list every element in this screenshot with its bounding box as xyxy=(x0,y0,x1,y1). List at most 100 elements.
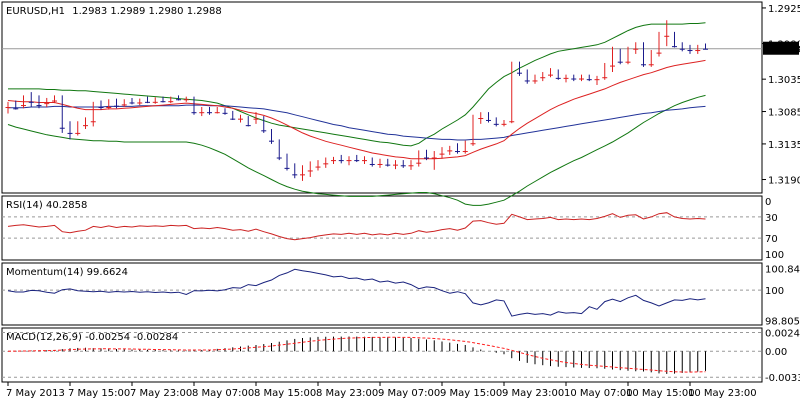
candle-body xyxy=(679,48,685,50)
macd-series xyxy=(7,336,706,374)
candle-body xyxy=(199,112,205,114)
candle-body xyxy=(44,103,50,105)
candle-body xyxy=(230,118,236,120)
time-tick-label: 7 May 23:00 xyxy=(130,388,192,399)
candle-body xyxy=(284,167,290,169)
rsi-tick-label: 70 xyxy=(765,234,778,245)
candle-body xyxy=(28,101,34,103)
candle-body xyxy=(207,112,212,114)
candle-body xyxy=(83,125,88,127)
macd-tick-label: -0.00335 xyxy=(765,373,800,384)
price-pane-title: EURUSD,H1 1.2983 1.2989 1.2980 1.2988 xyxy=(6,6,222,17)
candle-body xyxy=(377,163,383,165)
bollinger-upper-line xyxy=(7,94,706,206)
candle-body xyxy=(586,79,592,81)
candle-body xyxy=(517,72,522,74)
candle-body xyxy=(617,61,623,63)
price-tick-label: 1.3035 xyxy=(768,75,800,86)
time-tick-label: 10 May 07:00 xyxy=(564,388,633,399)
time-tick-label: 10 May 15:00 xyxy=(626,388,695,399)
candle-body xyxy=(253,118,259,120)
candle-body xyxy=(346,160,352,162)
candle-body xyxy=(385,164,391,166)
candle-body xyxy=(532,80,538,82)
candle-body xyxy=(509,121,515,123)
candle-body xyxy=(52,100,57,102)
candle-body xyxy=(424,157,429,159)
candle-body xyxy=(641,64,646,66)
candle-body xyxy=(59,127,65,129)
candle-body xyxy=(75,132,81,134)
time-tick-label: 7 May 15:00 xyxy=(68,388,130,399)
candle-body xyxy=(695,50,701,52)
symbol-label: EURUSD,H1 xyxy=(6,6,65,17)
candle-body xyxy=(98,107,104,109)
rsi-tick-label: 30 xyxy=(765,213,778,224)
candle-body xyxy=(121,104,127,106)
candle-body xyxy=(152,101,158,103)
candle-body xyxy=(129,102,135,104)
candle-body xyxy=(21,105,26,107)
candle-body xyxy=(703,48,708,50)
candle-body xyxy=(276,157,282,159)
candle-body xyxy=(408,165,414,167)
time-tick-label: 9 May 07:00 xyxy=(378,388,440,399)
candle-body xyxy=(478,118,484,120)
candle-body xyxy=(160,101,166,103)
candle-body xyxy=(354,160,360,162)
momentum-line xyxy=(7,268,706,317)
candle-body xyxy=(315,166,321,168)
candle-body xyxy=(462,151,468,153)
momentum-pane-frame[interactable] xyxy=(1,262,763,326)
price-tick-label: 1.3085 xyxy=(768,108,800,119)
candle-body xyxy=(470,143,476,145)
candle-body xyxy=(331,160,336,162)
time-tick-label: 8 May 23:00 xyxy=(316,388,378,399)
candle-body xyxy=(524,80,530,82)
candle-body xyxy=(431,157,437,159)
momentum-tick-label: 100 xyxy=(765,286,784,297)
candle-body xyxy=(13,108,19,110)
candle-body xyxy=(548,74,553,76)
candle-body xyxy=(555,77,561,79)
candle-body xyxy=(447,150,453,152)
candle-body xyxy=(633,48,639,50)
candle-body xyxy=(90,121,96,123)
price-tick-label: 1.3135 xyxy=(768,140,800,151)
candle-body xyxy=(269,140,274,142)
rsi-pane-frame[interactable] xyxy=(1,195,763,261)
candle-body xyxy=(176,99,181,101)
candle-body xyxy=(493,123,499,125)
candle-body xyxy=(571,78,577,80)
price-pane-frame[interactable] xyxy=(1,1,763,194)
candle-body xyxy=(625,61,631,63)
candle-body xyxy=(664,35,670,37)
momentum-tick-label: 100.8422 xyxy=(765,265,800,276)
candle-body xyxy=(214,112,220,114)
rsi-tick-label: 100 xyxy=(765,250,784,261)
candle-body xyxy=(307,170,313,172)
time-tick-label: 8 May 15:00 xyxy=(254,388,316,399)
candle-body xyxy=(687,50,693,52)
axis-labels: 1.31901.31351.30851.30351.29801.29251.29… xyxy=(6,4,800,399)
candle-body xyxy=(400,165,406,167)
momentum-pane-title: Momentum(14) 99.6624 xyxy=(6,267,128,278)
candle-body xyxy=(455,151,460,153)
time-tick-label: 8 May 07:00 xyxy=(192,388,254,399)
candle-body xyxy=(183,99,189,101)
candle-body xyxy=(610,65,615,67)
candle-body xyxy=(672,46,677,48)
candle-body xyxy=(579,78,584,80)
candle-body xyxy=(5,107,11,109)
rsi-series xyxy=(7,212,706,241)
rsi-tick-label: 0 xyxy=(765,197,771,208)
rsi-pane-title: RSI(14) 40.2858 xyxy=(6,200,87,211)
candle-body xyxy=(501,123,507,125)
candle-body xyxy=(114,105,119,107)
candle-body xyxy=(563,77,569,79)
candle-body xyxy=(292,174,298,176)
macd-tick-label: 0.00 xyxy=(765,347,787,358)
rsi-line xyxy=(7,212,706,241)
